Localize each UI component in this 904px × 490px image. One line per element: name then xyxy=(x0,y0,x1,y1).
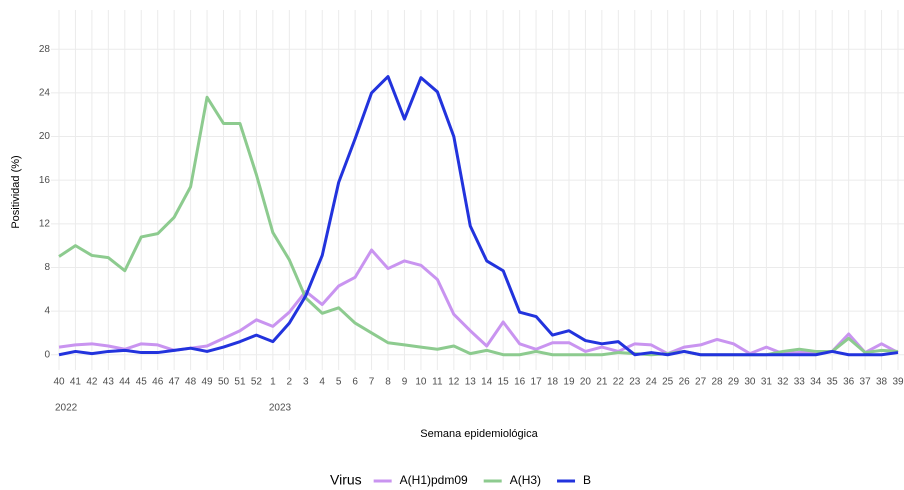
x-tick-label: 49 xyxy=(201,377,213,388)
x-tick-label: 31 xyxy=(761,377,773,388)
x-tick-label: 29 xyxy=(728,377,740,388)
x-tick-label: 25 xyxy=(662,377,674,388)
x-tick-label: 50 xyxy=(218,377,230,388)
x-tick-label: 26 xyxy=(679,377,691,388)
x-tick-label: 10 xyxy=(415,377,427,388)
y-tick-label: 20 xyxy=(39,131,51,142)
x-tick-label: 3 xyxy=(303,377,309,388)
x-tick-label: 47 xyxy=(169,377,181,388)
y-tick-label: 28 xyxy=(39,44,51,55)
x-tick-label: 32 xyxy=(777,377,789,388)
x-tick-label: 15 xyxy=(498,377,510,388)
x-tick-label: 2 xyxy=(287,377,293,388)
x-tick-label: 13 xyxy=(465,377,477,388)
y-axis-title: Positividad (%) xyxy=(10,155,22,228)
x-tick-label: 12 xyxy=(448,377,460,388)
year-label: 2023 xyxy=(269,403,292,414)
legend-label: B xyxy=(583,473,591,487)
y-tick-label: 4 xyxy=(44,306,50,317)
x-tick-label: 30 xyxy=(744,377,756,388)
x-tick-label: 42 xyxy=(86,377,98,388)
x-tick-label: 45 xyxy=(136,377,148,388)
x-tick-label: 1 xyxy=(270,377,276,388)
x-tick-label: 27 xyxy=(695,377,707,388)
x-tick-label: 46 xyxy=(152,377,164,388)
legend-title: Virus xyxy=(330,472,362,488)
x-tick-label: 40 xyxy=(53,377,65,388)
y-tick-label: 16 xyxy=(39,175,51,186)
x-axis-title: Semana epidemiológica xyxy=(420,428,538,440)
x-tick-label: 48 xyxy=(185,377,197,388)
series-line xyxy=(58,248,899,356)
x-tick-label: 39 xyxy=(892,377,904,388)
x-tick-label: 23 xyxy=(629,377,641,388)
x-tick-label: 16 xyxy=(514,377,526,388)
year-label: 2022 xyxy=(55,403,78,414)
series-line xyxy=(58,95,899,357)
series-line xyxy=(58,75,899,357)
x-tick-label: 18 xyxy=(547,377,559,388)
x-tick-label: 24 xyxy=(646,377,658,388)
y-tick-label: 8 xyxy=(44,262,50,273)
x-tick-label: 5 xyxy=(336,377,342,388)
legend-label: A(H3) xyxy=(510,473,541,487)
legend: Virus A(H1)pdm09 A(H3) B xyxy=(330,472,591,488)
x-tick-label: 28 xyxy=(711,377,723,388)
x-tick-label: 51 xyxy=(234,377,246,388)
x-tick-label: 35 xyxy=(827,377,839,388)
y-tick-label: 0 xyxy=(44,349,50,360)
plot-area xyxy=(51,10,904,370)
x-tick-label: 52 xyxy=(251,377,263,388)
x-tick-label: 20 xyxy=(580,377,592,388)
x-tick-label: 4 xyxy=(319,377,325,388)
x-tick-label: 11 xyxy=(432,377,443,388)
x-tick-label: 44 xyxy=(119,377,131,388)
x-tick-label: 38 xyxy=(876,377,888,388)
x-tick-label: 37 xyxy=(860,377,872,388)
x-tick-label: 7 xyxy=(369,377,375,388)
x-tick-label: 19 xyxy=(563,377,575,388)
x-tick-label: 8 xyxy=(385,377,391,388)
x-tick-label: 34 xyxy=(810,377,822,388)
x-tick-label: 33 xyxy=(794,377,806,388)
legend-label: A(H1)pdm09 xyxy=(400,473,468,487)
x-tick-label: 6 xyxy=(352,377,358,388)
x-tick-label: 17 xyxy=(531,377,543,388)
y-tick-label: 24 xyxy=(39,88,51,99)
x-tick-label: 43 xyxy=(103,377,115,388)
x-tick-label: 36 xyxy=(843,377,855,388)
x-tick-label: 21 xyxy=(596,377,608,388)
x-tick-label: 41 xyxy=(70,377,82,388)
x-tick-label: 14 xyxy=(481,377,493,388)
x-tick-label: 22 xyxy=(613,377,625,388)
y-tick-label: 12 xyxy=(39,218,51,229)
x-tick-label: 9 xyxy=(402,377,408,388)
